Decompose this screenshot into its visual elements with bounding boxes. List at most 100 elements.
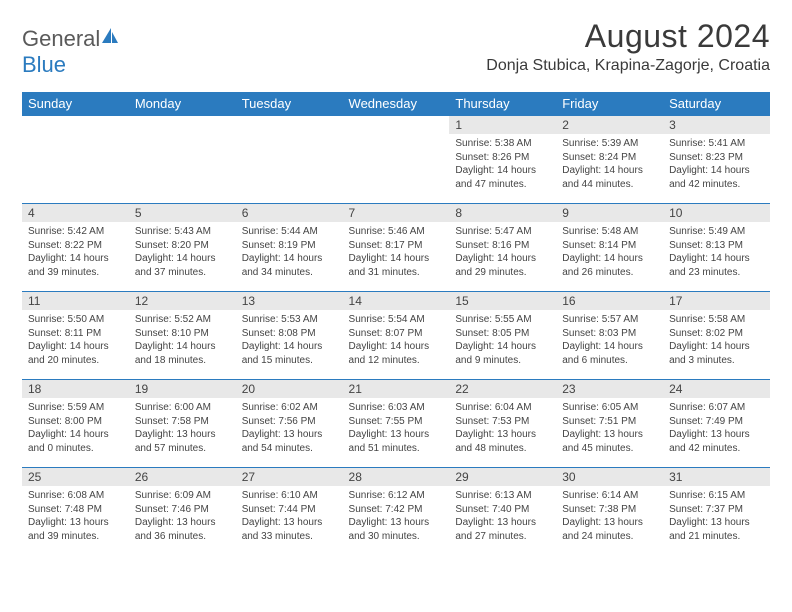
calendar-day-cell: 28Sunrise: 6:12 AMSunset: 7:42 PMDayligh… bbox=[343, 468, 450, 556]
sunrise-label: Sunrise: bbox=[28, 402, 67, 413]
sunset-label: Sunset: bbox=[135, 240, 172, 251]
day-number: 12 bbox=[129, 292, 236, 310]
sunrise-line: Sunrise: 5:48 AM bbox=[562, 225, 657, 239]
day-number: 16 bbox=[556, 292, 663, 310]
day-details: Sunrise: 6:05 AMSunset: 7:51 PMDaylight:… bbox=[556, 398, 663, 458]
sunrise-value: 6:07 AM bbox=[709, 402, 746, 413]
sunrise-line: Sunrise: 6:04 AM bbox=[455, 401, 550, 415]
calendar-day-cell: 8Sunrise: 5:47 AMSunset: 8:16 PMDaylight… bbox=[449, 204, 556, 292]
day-details: Sunrise: 6:14 AMSunset: 7:38 PMDaylight:… bbox=[556, 486, 663, 546]
sunset-label: Sunset: bbox=[28, 328, 65, 339]
sunrise-value: 6:10 AM bbox=[281, 490, 318, 501]
sunset-label: Sunset: bbox=[135, 504, 172, 515]
sunrise-value: 5:48 AM bbox=[602, 226, 639, 237]
day-number: 3 bbox=[663, 116, 770, 134]
sunset-line: Sunset: 7:51 PM bbox=[562, 415, 657, 429]
daylight-line: Daylight: 13 hours and 48 minutes. bbox=[455, 428, 550, 455]
sunrise-value: 6:09 AM bbox=[174, 490, 211, 501]
daylight-label: Daylight: bbox=[28, 341, 70, 352]
calendar-week-row: 18Sunrise: 5:59 AMSunset: 8:00 PMDayligh… bbox=[22, 380, 770, 468]
sunrise-label: Sunrise: bbox=[28, 490, 67, 501]
day-number: 15 bbox=[449, 292, 556, 310]
sunrise-line: Sunrise: 5:46 AM bbox=[349, 225, 444, 239]
daylight-line: Daylight: 13 hours and 33 minutes. bbox=[242, 516, 337, 543]
sunrise-line: Sunrise: 5:57 AM bbox=[562, 313, 657, 327]
sunset-value: 7:49 PM bbox=[706, 416, 743, 427]
sunrise-value: 5:53 AM bbox=[281, 314, 318, 325]
sunrise-label: Sunrise: bbox=[669, 402, 708, 413]
calendar-day-cell: 30Sunrise: 6:14 AMSunset: 7:38 PMDayligh… bbox=[556, 468, 663, 556]
calendar-day-cell: 3Sunrise: 5:41 AMSunset: 8:23 PMDaylight… bbox=[663, 116, 770, 204]
sunrise-line: Sunrise: 6:08 AM bbox=[28, 489, 123, 503]
daylight-label: Daylight: bbox=[28, 253, 70, 264]
calendar-body: 1Sunrise: 5:38 AMSunset: 8:26 PMDaylight… bbox=[22, 116, 770, 556]
day-details: Sunrise: 6:02 AMSunset: 7:56 PMDaylight:… bbox=[236, 398, 343, 458]
sunset-value: 7:40 PM bbox=[492, 504, 529, 515]
calendar-day-cell: 9Sunrise: 5:48 AMSunset: 8:14 PMDaylight… bbox=[556, 204, 663, 292]
sunset-line: Sunset: 8:11 PM bbox=[28, 327, 123, 341]
daylight-label: Daylight: bbox=[349, 341, 391, 352]
sunrise-label: Sunrise: bbox=[242, 226, 281, 237]
day-number: 21 bbox=[343, 380, 450, 398]
daylight-label: Daylight: bbox=[349, 253, 391, 264]
sunrise-label: Sunrise: bbox=[455, 226, 494, 237]
day-details: Sunrise: 6:10 AMSunset: 7:44 PMDaylight:… bbox=[236, 486, 343, 546]
sunset-value: 7:55 PM bbox=[385, 416, 422, 427]
sunset-label: Sunset: bbox=[669, 504, 706, 515]
sunrise-label: Sunrise: bbox=[669, 490, 708, 501]
day-number: 28 bbox=[343, 468, 450, 486]
sunset-label: Sunset: bbox=[669, 416, 706, 427]
calendar-day-cell: 29Sunrise: 6:13 AMSunset: 7:40 PMDayligh… bbox=[449, 468, 556, 556]
day-details: Sunrise: 5:58 AMSunset: 8:02 PMDaylight:… bbox=[663, 310, 770, 370]
daylight-line: Daylight: 14 hours and 18 minutes. bbox=[135, 340, 230, 367]
sunrise-line: Sunrise: 6:03 AM bbox=[349, 401, 444, 415]
daylight-label: Daylight: bbox=[562, 165, 604, 176]
sunset-label: Sunset: bbox=[28, 240, 65, 251]
sunrise-label: Sunrise: bbox=[349, 490, 388, 501]
sunset-value: 8:11 PM bbox=[65, 328, 102, 339]
daylight-line: Daylight: 14 hours and 20 minutes. bbox=[28, 340, 123, 367]
daylight-label: Daylight: bbox=[28, 517, 70, 528]
daylight-line: Daylight: 13 hours and 27 minutes. bbox=[455, 516, 550, 543]
sunrise-line: Sunrise: 5:43 AM bbox=[135, 225, 230, 239]
day-number: 13 bbox=[236, 292, 343, 310]
sunrise-line: Sunrise: 5:42 AM bbox=[28, 225, 123, 239]
daylight-label: Daylight: bbox=[562, 517, 604, 528]
day-details: Sunrise: 6:07 AMSunset: 7:49 PMDaylight:… bbox=[663, 398, 770, 458]
daylight-line: Daylight: 14 hours and 0 minutes. bbox=[28, 428, 123, 455]
daylight-line: Daylight: 13 hours and 54 minutes. bbox=[242, 428, 337, 455]
day-number: 19 bbox=[129, 380, 236, 398]
daylight-label: Daylight: bbox=[135, 517, 177, 528]
sunrise-label: Sunrise: bbox=[349, 314, 388, 325]
sunset-value: 7:56 PM bbox=[278, 416, 315, 427]
daylight-line: Daylight: 13 hours and 36 minutes. bbox=[135, 516, 230, 543]
daylight-line: Daylight: 14 hours and 47 minutes. bbox=[455, 164, 550, 191]
calendar-day-cell: 16Sunrise: 5:57 AMSunset: 8:03 PMDayligh… bbox=[556, 292, 663, 380]
day-details: Sunrise: 6:09 AMSunset: 7:46 PMDaylight:… bbox=[129, 486, 236, 546]
daylight-label: Daylight: bbox=[135, 341, 177, 352]
day-number: 18 bbox=[22, 380, 129, 398]
daylight-label: Daylight: bbox=[135, 429, 177, 440]
sunrise-value: 5:39 AM bbox=[602, 138, 639, 149]
sunset-label: Sunset: bbox=[562, 152, 599, 163]
day-number: 25 bbox=[22, 468, 129, 486]
sunset-label: Sunset: bbox=[669, 328, 706, 339]
sunrise-value: 6:14 AM bbox=[602, 490, 639, 501]
day-details: Sunrise: 5:53 AMSunset: 8:08 PMDaylight:… bbox=[236, 310, 343, 370]
sunrise-label: Sunrise: bbox=[242, 314, 281, 325]
calendar-day-cell: 14Sunrise: 5:54 AMSunset: 8:07 PMDayligh… bbox=[343, 292, 450, 380]
sunset-label: Sunset: bbox=[135, 416, 172, 427]
sunset-value: 7:51 PM bbox=[599, 416, 636, 427]
sunset-line: Sunset: 7:42 PM bbox=[349, 503, 444, 517]
daylight-label: Daylight: bbox=[669, 253, 711, 264]
day-details: Sunrise: 5:54 AMSunset: 8:07 PMDaylight:… bbox=[343, 310, 450, 370]
sunrise-value: 5:59 AM bbox=[67, 402, 104, 413]
sunrise-label: Sunrise: bbox=[669, 226, 708, 237]
sunset-line: Sunset: 8:13 PM bbox=[669, 239, 764, 253]
calendar-day-cell: 12Sunrise: 5:52 AMSunset: 8:10 PMDayligh… bbox=[129, 292, 236, 380]
daylight-line: Daylight: 13 hours and 51 minutes. bbox=[349, 428, 444, 455]
sunset-line: Sunset: 7:44 PM bbox=[242, 503, 337, 517]
sunset-line: Sunset: 7:46 PM bbox=[135, 503, 230, 517]
sunrise-value: 5:50 AM bbox=[67, 314, 104, 325]
sunrise-value: 6:00 AM bbox=[174, 402, 211, 413]
